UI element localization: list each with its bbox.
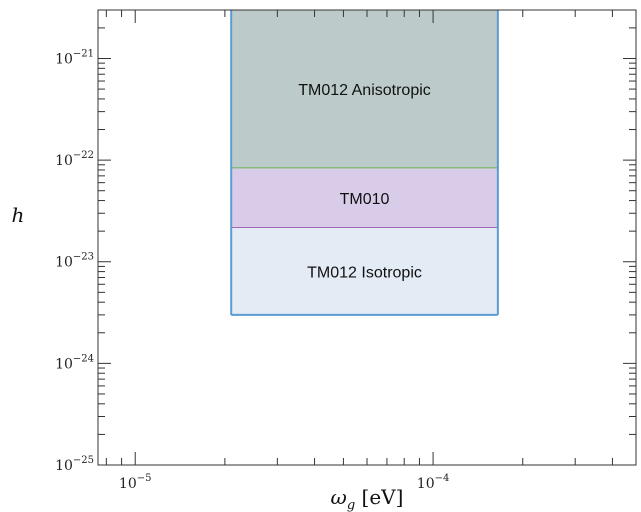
x-tick-label: 10−4	[417, 473, 450, 492]
y-tick-label: 10−25	[55, 455, 94, 474]
region-label-tm012-anisotropic: TM012 Anisotropic	[298, 82, 431, 99]
y-axis-title: h	[12, 203, 25, 227]
y-tick-label: 10−24	[55, 353, 94, 372]
x-axis-title: ωg [eV]	[331, 485, 404, 512]
y-tick-label: 10−22	[55, 150, 94, 169]
x-tick-label: 10−5	[119, 473, 152, 492]
y-tick-label: 10−23	[55, 252, 94, 271]
x-axis-title-subscript: g	[347, 498, 355, 512]
region-tm012-anisotropic	[231, 10, 498, 169]
ticks-layer	[98, 9, 636, 466]
plot-frame	[97, 9, 637, 466]
y-tick-label: 10−21	[55, 48, 94, 67]
region-tm010	[231, 168, 498, 228]
region-label-tm012-isotropic: TM012 Isotropic	[307, 264, 422, 281]
region-tm012-isotropic	[231, 227, 498, 315]
regions-layer	[230, 10, 499, 316]
x-axis-title-unit: [eV]	[355, 485, 403, 509]
labels-layer: TM012 Anisotropic TM010 TM012 Isotropic 10−…	[55, 48, 449, 492]
region-label-tm010: TM010	[340, 191, 390, 208]
x-axis-title-symbol: ω	[331, 485, 347, 509]
